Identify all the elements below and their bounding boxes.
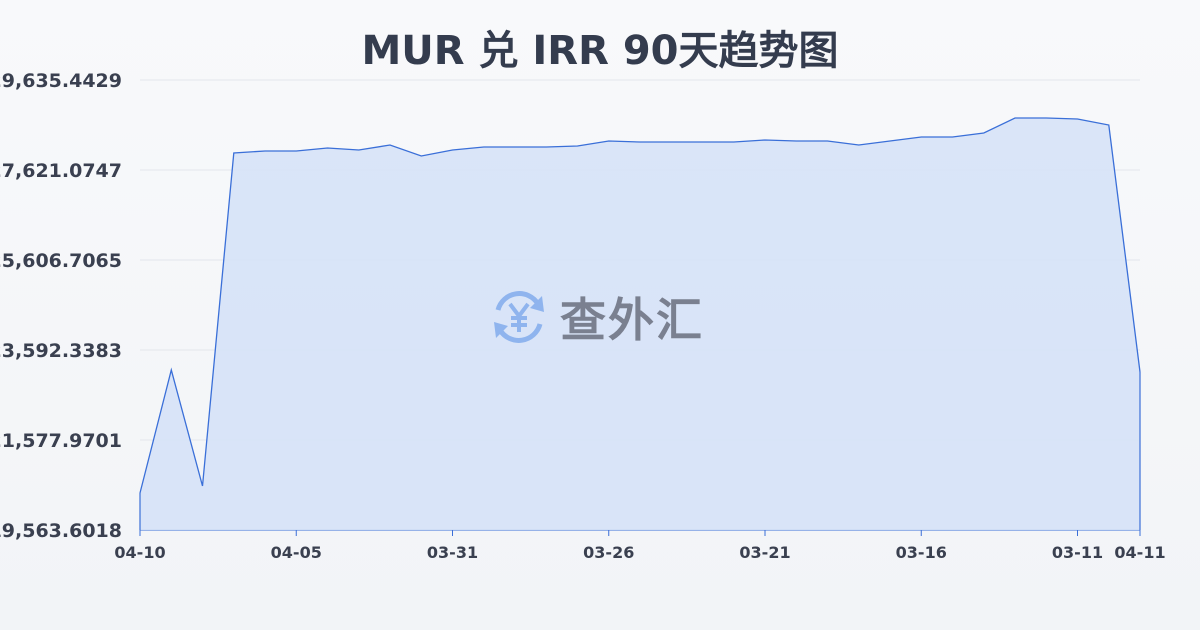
x-tick-label: 04-05 [271, 543, 322, 562]
y-tick-label: 23,592.3383 [0, 340, 122, 362]
y-tick-label: 19,563.6018 [0, 520, 122, 542]
x-tick-label: 03-31 [427, 543, 478, 562]
x-tick-label: 03-26 [583, 543, 634, 562]
area-fill [140, 118, 1140, 530]
watermark: 查外汇 [488, 284, 704, 350]
x-tick-label: 03-21 [739, 543, 790, 562]
x-tick-label: 04-10 [114, 543, 165, 562]
x-tick-label: 03-11 [1052, 543, 1103, 562]
yen-exchange-icon [494, 291, 544, 343]
chart-title: MUR 兑 IRR 90天趋势图 [361, 28, 839, 74]
x-tick-label: 04-11 [1114, 543, 1165, 562]
y-tick-label: 21,577.9701 [0, 430, 122, 452]
y-tick-label: 25,606.7065 [0, 250, 122, 272]
y-tick-label: 29,635.4429 [0, 70, 122, 92]
y-tick-label: 27,621.0747 [0, 160, 122, 182]
x-tick-label: 03-16 [896, 543, 947, 562]
watermark-text: 查外汇 [560, 293, 704, 347]
series-line [139, 117, 1141, 494]
